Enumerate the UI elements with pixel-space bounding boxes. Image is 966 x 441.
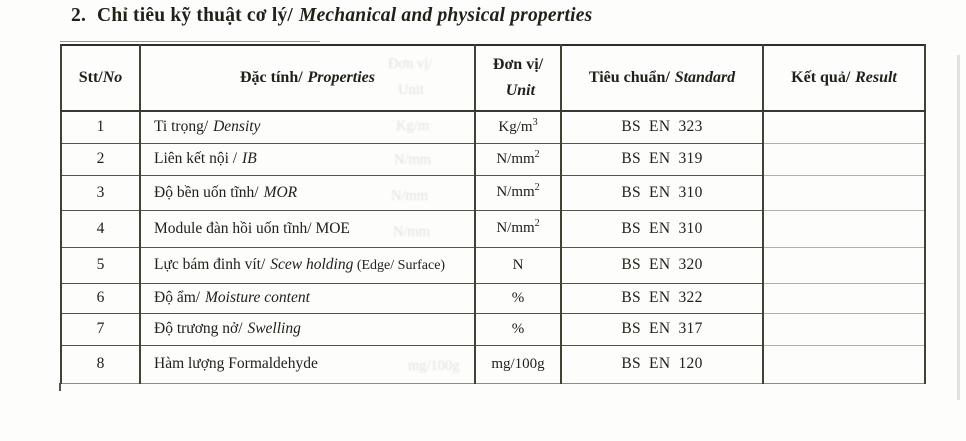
result-cell bbox=[762, 282, 926, 314]
table-row: 3 Độ bền uốn tĩnh/MOR N/mm2 BS EN 310 bbox=[60, 174, 926, 211]
unit-cell: % bbox=[474, 312, 562, 346]
row-number: 3 bbox=[60, 174, 141, 211]
table-row: 5 Lực bám đinh vít/Scew holding (Edge/ Su… bbox=[60, 246, 926, 284]
property-cell: Hàm lượng Formaldehyde bbox=[139, 344, 476, 384]
table-row: 2 Liên kết nội / IB N/mm2 BS EN 319 bbox=[60, 142, 926, 176]
property-cell: Độ trương nở/Swelling bbox=[139, 312, 476, 346]
section-title-vietnamese: Chỉ tiêu kỹ thuật cơ lý/ bbox=[97, 5, 294, 26]
row-number: 7 bbox=[60, 312, 141, 346]
scan-line-artifact bbox=[60, 41, 320, 42]
unit-cell: N/mm2 bbox=[474, 142, 562, 176]
table-row: 6 Độ ẩm/Moisture content % BS EN 322 bbox=[60, 282, 926, 314]
table-row: 7 Độ trương nở/Swelling % BS EN 317 bbox=[60, 312, 926, 346]
result-cell bbox=[762, 312, 926, 346]
unit-cell: mg/100g bbox=[474, 344, 562, 384]
table-row: 8 Hàm lượng Formaldehyde mg/100g BS EN 1… bbox=[60, 344, 926, 384]
row-number: 4 bbox=[60, 209, 141, 248]
col-header-standard: Tiêu chuẩn/Standard bbox=[560, 44, 764, 112]
col-header-result: Kết quả/Result bbox=[762, 44, 926, 112]
table-row: 1 Ti trọng/Density Kg/m3 BS EN 323 bbox=[60, 110, 926, 144]
row-number: 2 bbox=[60, 142, 141, 176]
standard-cell: BS EN 310 bbox=[560, 174, 764, 211]
properties-table: Stt/No Đặc tính/Properties Đơn vị/Unit T… bbox=[60, 44, 926, 384]
result-cell bbox=[762, 344, 926, 384]
standard-cell: BS EN 310 bbox=[560, 209, 764, 248]
col-header-unit: Đơn vị/Unit bbox=[474, 44, 562, 112]
result-cell bbox=[762, 110, 926, 144]
standard-cell: BS EN 319 bbox=[560, 142, 764, 176]
property-cell: Liên kết nội / IB bbox=[139, 142, 476, 176]
result-cell bbox=[762, 174, 926, 211]
col-header-property: Đặc tính/Properties bbox=[139, 44, 476, 112]
property-cell: Độ ẩm/Moisture content bbox=[139, 282, 476, 314]
col-header-no: Stt/No bbox=[60, 44, 141, 112]
standard-cell: BS EN 120 bbox=[560, 344, 764, 384]
section-title: 2. Chỉ tiêu kỹ thuật cơ lý/Mechanical and… bbox=[71, 5, 592, 27]
result-cell bbox=[762, 142, 926, 176]
unit-cell: N bbox=[474, 246, 562, 284]
row-number: 8 bbox=[60, 344, 141, 384]
table-row: 4 Module đàn hồi uốn tĩnh/ MOE N/mm2 BS … bbox=[60, 209, 926, 248]
standard-cell: BS EN 322 bbox=[560, 282, 764, 314]
property-cell: Ti trọng/Density bbox=[139, 110, 476, 144]
result-cell bbox=[762, 209, 926, 248]
property-cell: Module đàn hồi uốn tĩnh/ MOE bbox=[139, 209, 476, 248]
standard-cell: BS EN 323 bbox=[560, 110, 764, 144]
section-title-english: Mechanical and physical properties bbox=[299, 5, 593, 26]
row-number: 5 bbox=[60, 246, 141, 284]
row-number: 6 bbox=[60, 282, 141, 314]
standard-cell: BS EN 317 bbox=[560, 312, 764, 346]
table-header-row: Stt/No Đặc tính/Properties Đơn vị/Unit T… bbox=[60, 44, 926, 112]
standard-cell: BS EN 320 bbox=[560, 246, 764, 284]
scan-edge-artifact bbox=[957, 55, 960, 400]
unit-cell: % bbox=[474, 282, 562, 314]
scan-corner-artifact bbox=[59, 383, 61, 391]
unit-cell: N/mm2 bbox=[474, 209, 562, 248]
section-number: 2. bbox=[71, 5, 87, 26]
row-number: 1 bbox=[60, 110, 141, 144]
result-cell bbox=[762, 246, 926, 284]
unit-cell: Kg/m3 bbox=[474, 110, 562, 144]
property-cell: Lực bám đinh vít/Scew holding (Edge/ Surf… bbox=[139, 246, 476, 284]
property-cell: Độ bền uốn tĩnh/MOR bbox=[139, 174, 476, 211]
unit-cell: N/mm2 bbox=[474, 174, 562, 211]
